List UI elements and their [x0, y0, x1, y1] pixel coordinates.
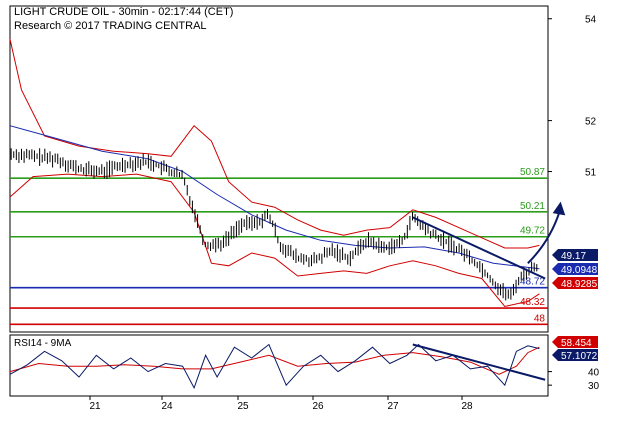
forecast-arrowhead	[552, 201, 566, 216]
y-tick-label: 52	[585, 117, 597, 128]
rsi-line	[9, 343, 540, 390]
rsi-panel-frame	[9, 334, 549, 397]
main-panel-frame	[9, 5, 549, 333]
level-label: 49.72	[520, 226, 545, 237]
price-tag: 48.9285	[552, 277, 598, 290]
rsi-y-tick-label: 40	[588, 368, 600, 379]
chart-title: LIGHT CRUDE OIL - 30min - 02:17:44 (CET)	[14, 6, 234, 18]
x-tick-label: 26	[312, 401, 324, 412]
chart-copyright: Research © 2017 TRADING CENTRAL	[14, 20, 207, 32]
bollinger-upper-line	[9, 38, 540, 249]
rsi-ma-line	[9, 346, 540, 375]
x-tick-label: 28	[461, 401, 473, 412]
forecast-arrow	[527, 211, 561, 264]
trendline	[412, 216, 546, 280]
price-tag-label: 49.17	[561, 251, 586, 262]
price-tag-label: 58.454	[561, 338, 592, 349]
rsi-trendline	[412, 343, 546, 381]
level-label: 50.21	[520, 201, 545, 212]
price-tag-bg	[552, 277, 598, 289]
price-tag: 57.1072	[552, 349, 598, 362]
level-label: 48	[534, 313, 546, 324]
level-label: 50.87	[520, 167, 545, 178]
price-tag: 49.17	[552, 249, 598, 262]
level-label: 48.72	[520, 277, 545, 288]
level-label: 48.32	[520, 297, 545, 308]
y-tick-label: 54	[585, 15, 597, 26]
y-tick-label: 51	[585, 168, 597, 179]
bollinger-lower-line	[9, 173, 540, 308]
x-tick-label: 25	[237, 401, 249, 412]
x-tick-label: 24	[161, 401, 173, 412]
price-tag-label: 57.1072	[561, 351, 598, 362]
price-tag-bg	[552, 336, 598, 348]
price-tag-bg	[552, 349, 598, 361]
moving-average-line	[9, 125, 540, 270]
price-tag: 58.454	[552, 336, 598, 349]
x-tick-label: 27	[387, 401, 399, 412]
price-tag-bg	[552, 249, 598, 261]
rsi-title: RSI14 - 9MA	[14, 338, 72, 349]
price-tag-label: 48.9285	[561, 279, 598, 290]
price-tag-label: 49.0948	[561, 265, 598, 276]
price-tag: 49.0948	[552, 263, 598, 276]
price-tag-bg	[552, 263, 598, 275]
rsi-y-tick-label: 30	[588, 381, 600, 392]
x-tick-label: 21	[89, 401, 101, 412]
